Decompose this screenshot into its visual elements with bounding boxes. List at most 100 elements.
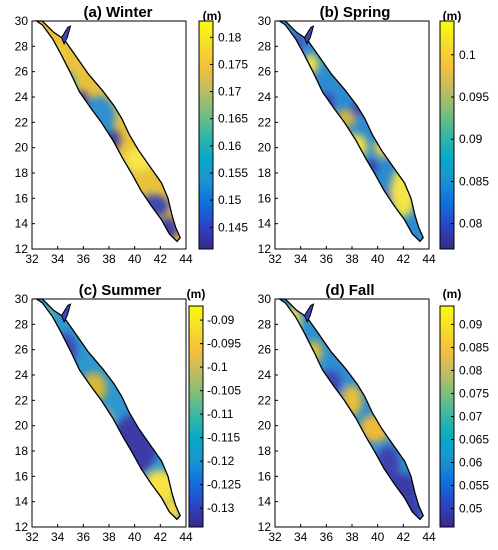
x-tick-label: 34 — [294, 252, 308, 266]
colorbar-tick-label: 0.05 — [459, 502, 483, 516]
colorbar-unit: (m) — [443, 9, 462, 23]
gulf-of-aqaba — [60, 303, 72, 323]
coastline — [277, 298, 424, 521]
x-tick-label: 44 — [179, 252, 193, 266]
colorbar-tick-label: 0.065 — [459, 433, 489, 447]
anomaly-patch — [47, 46, 63, 72]
colorbar-tick-label: -0.13 — [207, 501, 235, 515]
y-tick-label: 30 — [258, 292, 272, 306]
y-tick-label: 16 — [15, 469, 29, 483]
x-tick-label: 34 — [51, 530, 65, 544]
y-tick-label: 30 — [15, 14, 29, 28]
y-tick-label: 14 — [15, 495, 29, 509]
colorbar-tick-label: 0.09 — [459, 317, 483, 331]
y-tick-label: 18 — [15, 444, 29, 458]
gulf-of-aqaba — [303, 25, 315, 45]
colorbar-tick-label: -0.12 — [207, 454, 235, 468]
x-tick-label: 44 — [422, 252, 436, 266]
colorbar-tick-label: 0.145 — [218, 220, 248, 234]
anomaly-patch — [138, 194, 170, 218]
anomaly-patch — [107, 166, 131, 192]
colorbar-tick-label: -0.11 — [207, 407, 234, 421]
colorbar-tick-label: 0.085 — [459, 174, 489, 188]
y-tick-label: 16 — [258, 469, 272, 483]
colorbar-tick-label: 0.1 — [459, 48, 476, 62]
y-tick-label: 18 — [258, 166, 272, 180]
anomaly-patch — [143, 470, 177, 503]
anomaly-patch — [53, 333, 77, 367]
anomaly-patch — [373, 137, 402, 158]
y-tick-label: 22 — [15, 393, 29, 407]
colorbar-tick-label: 0.155 — [218, 166, 248, 180]
colorbar-tick-label: 0.15 — [218, 193, 242, 207]
x-tick-label: 36 — [320, 252, 334, 266]
y-tick-label: 28 — [15, 317, 29, 331]
y-tick-label: 14 — [15, 217, 29, 231]
colorbar-tick-label: -0.1 — [207, 360, 228, 374]
colorbar-tick-label: 0.075 — [459, 386, 489, 400]
y-tick-label: 12 — [258, 242, 272, 256]
colorbar-tick-label: 0.095 — [459, 90, 489, 104]
colorbar-tick-label: 0.08 — [459, 217, 483, 231]
x-tick-label: 40 — [128, 530, 142, 544]
y-tick-label: 14 — [258, 217, 272, 231]
y-tick-label: 20 — [258, 419, 272, 433]
y-tick-label: 26 — [258, 343, 272, 357]
y-tick-label: 24 — [258, 90, 272, 104]
colorbar-tick-label: 0.18 — [218, 30, 242, 44]
x-tick-label: 32 — [25, 252, 39, 266]
colorbar-tick-label: -0.125 — [207, 478, 241, 492]
colorbar-tick-label: -0.095 — [207, 337, 241, 351]
colorbar-tick-label: 0.17 — [218, 85, 242, 99]
y-tick-label: 20 — [15, 419, 29, 433]
x-tick-label: 36 — [77, 252, 91, 266]
y-tick-label: 24 — [15, 90, 29, 104]
colorbar — [439, 20, 455, 250]
sea-level-field — [36, 299, 181, 520]
colorbar-tick-label: -0.09 — [207, 313, 235, 327]
x-tick-label: 42 — [397, 252, 411, 266]
y-tick-label: 26 — [258, 65, 272, 79]
x-tick-label: 32 — [25, 530, 39, 544]
colorbar-unit: (m) — [443, 287, 462, 301]
panel-summer: (c) Summer 32 34 36 38 40 42 44 30 28 26 24 22 20 18 1… — [15, 282, 242, 544]
gulf-of-aqaba — [303, 303, 315, 323]
y-tick-label: 16 — [15, 191, 29, 205]
panel-title: (c) Summer — [79, 282, 162, 299]
colorbar-tick-label: 0.055 — [459, 479, 489, 493]
sea-level-field — [279, 299, 424, 520]
colorbar-tick-label: 0.16 — [218, 139, 242, 153]
colorbar-unit: (m) — [203, 9, 222, 23]
x-tick-label: 42 — [154, 530, 168, 544]
x-tick-label: 42 — [397, 530, 411, 544]
y-tick-label: 12 — [258, 520, 272, 534]
colorbar-tick-label: 0.06 — [459, 456, 483, 470]
x-tick-label: 38 — [102, 252, 116, 266]
colorbar — [188, 305, 204, 528]
x-tick-label: 44 — [422, 530, 436, 544]
y-tick-label: 24 — [258, 368, 272, 382]
y-tick-label: 22 — [15, 115, 29, 129]
y-tick-label: 18 — [15, 166, 29, 180]
y-tick-label: 22 — [258, 393, 272, 407]
colorbar-tick-label: 0.09 — [459, 132, 483, 146]
panel-title: (d) Fall — [325, 282, 374, 299]
x-tick-label: 36 — [77, 530, 91, 544]
anomaly-patch — [102, 128, 121, 152]
y-tick-label: 16 — [258, 191, 272, 205]
x-tick-label: 34 — [294, 530, 308, 544]
y-tick-label: 28 — [15, 39, 29, 53]
x-tick-label: 40 — [371, 530, 385, 544]
y-tick-label: 28 — [258, 39, 272, 53]
anomaly-patch — [55, 71, 76, 98]
y-tick-label: 30 — [15, 292, 29, 306]
anomaly-patch — [285, 305, 301, 336]
panel-title: (a) Winter — [83, 4, 152, 21]
sea-level-field — [36, 21, 181, 242]
panel-winter: (a) Winter 32 34 36 38 40 42 44 30 28 26 24 22 20 18 1… — [15, 4, 249, 266]
x-tick-label: 32 — [268, 530, 282, 544]
x-tick-label: 38 — [345, 252, 359, 266]
colorbar-tick-label: 0.085 — [459, 340, 489, 354]
y-tick-label: 22 — [258, 115, 272, 129]
anomaly-patch — [157, 217, 179, 241]
